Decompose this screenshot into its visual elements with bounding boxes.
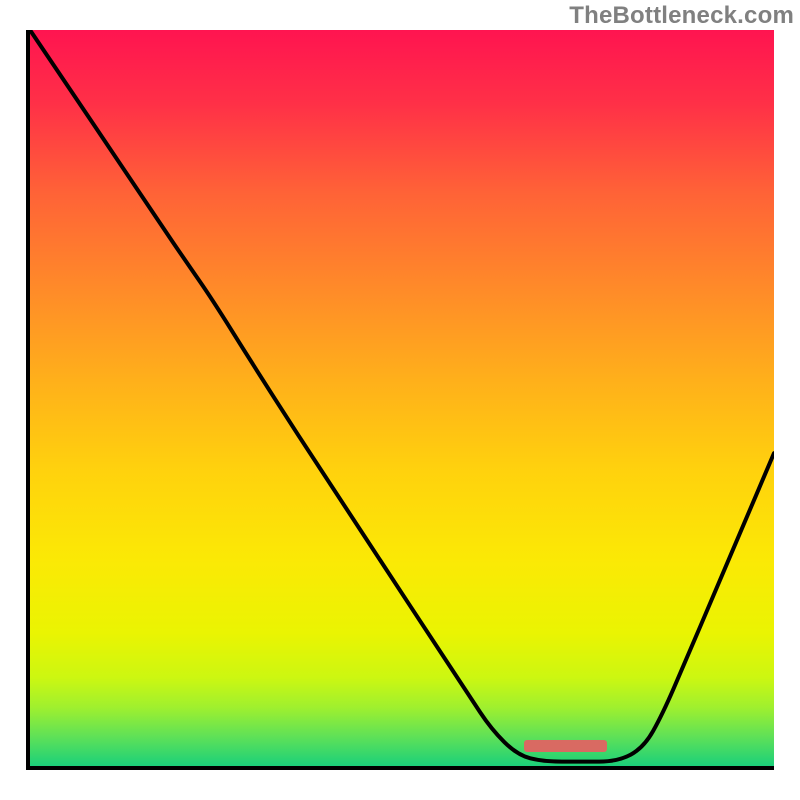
gradient-background <box>30 30 774 766</box>
watermark-text: TheBottleneck.com <box>569 2 794 30</box>
min-marker <box>524 740 607 753</box>
chart-container: TheBottleneck.com <box>0 0 800 800</box>
plot-area <box>30 30 774 766</box>
x-axis-line <box>26 766 774 770</box>
